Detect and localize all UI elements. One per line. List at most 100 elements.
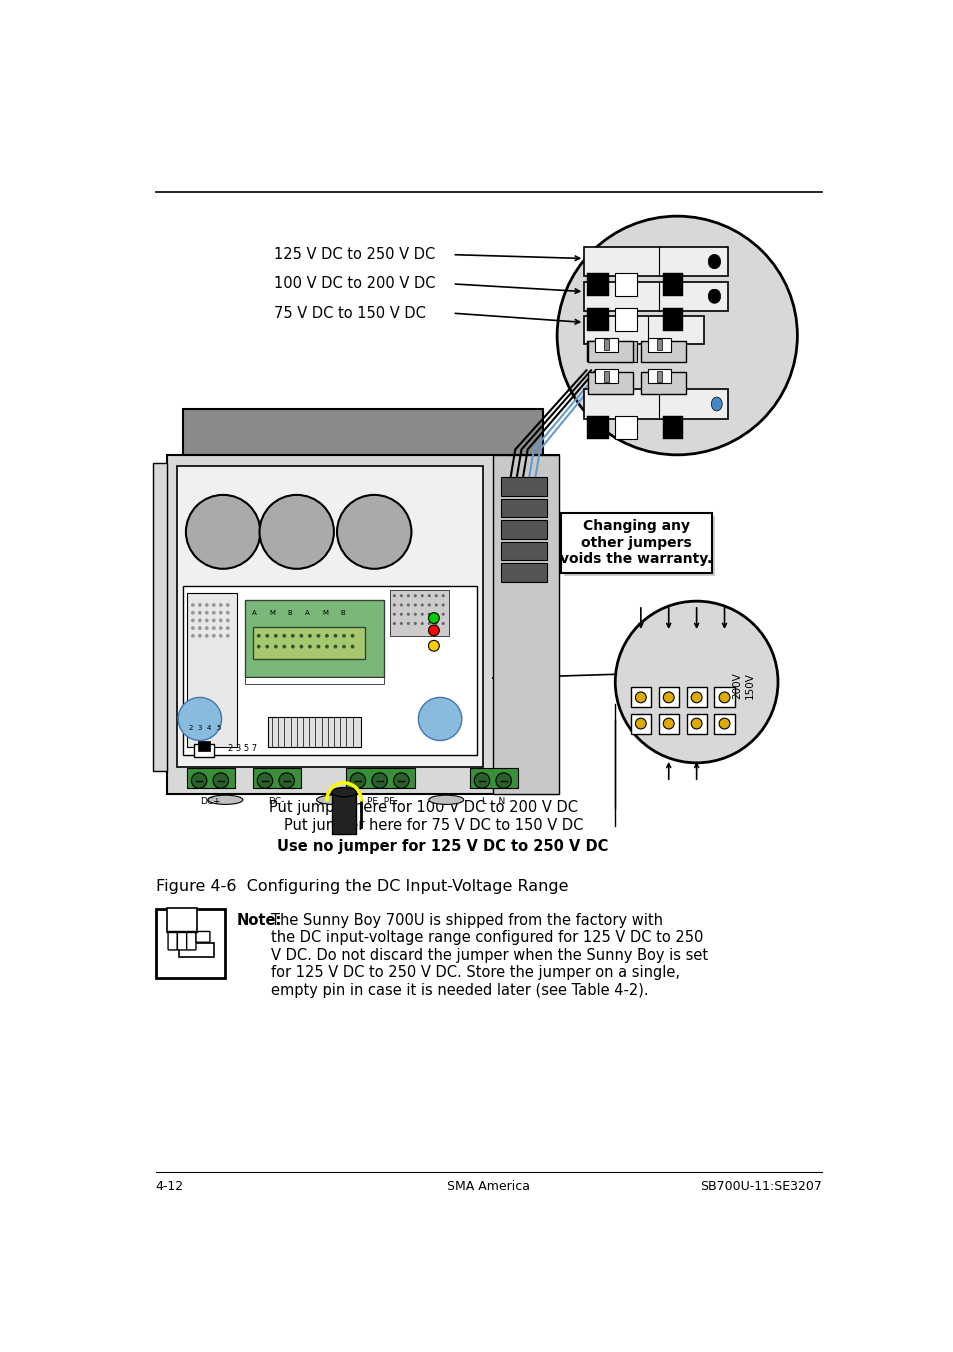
Bar <box>604 339 608 350</box>
Circle shape <box>427 622 431 625</box>
Ellipse shape <box>429 795 463 804</box>
Bar <box>583 389 727 419</box>
Circle shape <box>474 773 489 788</box>
Circle shape <box>212 611 215 615</box>
Circle shape <box>308 634 312 638</box>
Circle shape <box>427 612 431 615</box>
Circle shape <box>496 773 511 788</box>
Circle shape <box>299 634 303 638</box>
Ellipse shape <box>208 795 243 804</box>
Circle shape <box>197 603 202 607</box>
FancyBboxPatch shape <box>187 932 195 950</box>
Text: DC+: DC+ <box>200 796 221 806</box>
Bar <box>469 768 517 788</box>
Circle shape <box>441 595 444 598</box>
Circle shape <box>299 645 303 649</box>
Text: 100 V DC to 200 V DC: 100 V DC to 200 V DC <box>274 276 436 292</box>
Circle shape <box>282 645 286 649</box>
Circle shape <box>197 618 202 622</box>
Bar <box>167 907 196 933</box>
Circle shape <box>336 495 411 569</box>
Circle shape <box>178 698 221 741</box>
Bar <box>500 542 546 560</box>
Circle shape <box>192 773 207 788</box>
Circle shape <box>418 698 461 741</box>
Bar <box>615 415 637 438</box>
Circle shape <box>719 692 729 703</box>
Circle shape <box>308 645 312 649</box>
Bar <box>332 792 356 834</box>
Text: SMA America: SMA America <box>447 1180 530 1192</box>
Ellipse shape <box>709 289 720 303</box>
Bar <box>587 372 633 393</box>
Bar <box>500 499 546 518</box>
Bar <box>176 466 482 767</box>
Circle shape <box>205 618 209 622</box>
Bar <box>179 944 213 957</box>
Circle shape <box>205 626 209 630</box>
Circle shape <box>662 692 674 703</box>
Circle shape <box>218 618 222 622</box>
Circle shape <box>427 603 431 607</box>
Bar <box>155 909 225 979</box>
Bar <box>657 370 661 381</box>
Circle shape <box>257 773 273 788</box>
Bar <box>167 454 558 794</box>
Circle shape <box>557 216 797 454</box>
Circle shape <box>420 595 423 598</box>
Bar <box>630 687 650 707</box>
Circle shape <box>265 645 269 649</box>
Bar <box>714 714 734 734</box>
Bar <box>604 370 608 381</box>
Circle shape <box>218 634 222 638</box>
Circle shape <box>197 626 202 630</box>
Circle shape <box>435 612 437 615</box>
Circle shape <box>218 603 222 607</box>
Text: 3: 3 <box>197 725 202 731</box>
Circle shape <box>435 595 437 598</box>
Bar <box>245 599 384 676</box>
Circle shape <box>334 634 337 638</box>
Text: B: B <box>287 611 292 617</box>
Text: PE  PE: PE PE <box>366 796 394 806</box>
Circle shape <box>226 611 230 615</box>
Bar <box>253 768 300 788</box>
Bar <box>390 589 448 635</box>
Bar <box>253 626 365 658</box>
Circle shape <box>394 773 409 788</box>
Circle shape <box>662 718 674 729</box>
Circle shape <box>197 611 202 615</box>
Bar <box>493 454 558 794</box>
Bar <box>583 316 703 343</box>
Circle shape <box>350 645 355 649</box>
Circle shape <box>191 626 194 630</box>
Text: Use no jumper for 125 V DC to 250 V DC: Use no jumper for 125 V DC to 250 V DC <box>276 840 607 854</box>
Circle shape <box>635 718 645 729</box>
Bar <box>595 369 618 383</box>
Text: 2 3 5 7: 2 3 5 7 <box>228 744 256 753</box>
Ellipse shape <box>316 795 351 804</box>
Text: Put jumper here for 100 V DC to 200 V DC: Put jumper here for 100 V DC to 200 V DC <box>269 800 578 815</box>
Text: SB700U-11:SE3207: SB700U-11:SE3207 <box>700 1180 821 1192</box>
Circle shape <box>256 634 260 638</box>
Bar <box>587 308 608 331</box>
Ellipse shape <box>332 787 356 796</box>
Text: 125 V DC to 250 V DC: 125 V DC to 250 V DC <box>274 247 435 262</box>
Circle shape <box>399 612 402 615</box>
Text: 5: 5 <box>216 725 220 731</box>
Circle shape <box>441 612 444 615</box>
Circle shape <box>441 603 444 607</box>
Circle shape <box>414 603 416 607</box>
Circle shape <box>226 626 230 630</box>
Text: 150V: 150V <box>743 672 754 699</box>
Circle shape <box>212 634 215 638</box>
Bar <box>615 341 637 362</box>
Circle shape <box>399 595 402 598</box>
Bar <box>662 273 682 296</box>
Circle shape <box>350 773 365 788</box>
Circle shape <box>226 618 230 622</box>
Circle shape <box>226 634 230 638</box>
Circle shape <box>342 634 346 638</box>
Circle shape <box>197 634 202 638</box>
Text: 200V: 200V <box>731 672 741 699</box>
